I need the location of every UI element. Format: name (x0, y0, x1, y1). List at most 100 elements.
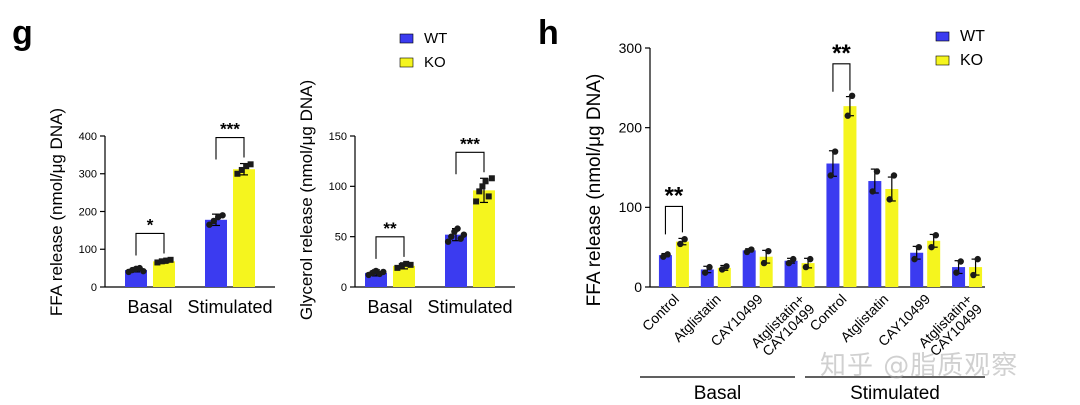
h-data-point (873, 168, 881, 175)
g-right-data-point (485, 193, 492, 200)
h-data-point (970, 271, 977, 279)
g-left-data-point (154, 259, 161, 266)
g-right-legend-swatch-wt (399, 33, 414, 44)
h-significance-label: ** (665, 182, 684, 209)
g-left-bar-ko (153, 261, 175, 287)
g-left-data-point (219, 212, 226, 219)
g-right-data-point (460, 231, 468, 238)
h-data-point (802, 263, 810, 271)
g-right-significance-label: ** (383, 219, 397, 238)
g-right-data-point (479, 183, 486, 190)
h-data-point (953, 269, 960, 276)
g-left-y-axis-title: FFA release (nmol/μg DNA) (47, 108, 66, 316)
g-left-data-point (210, 217, 217, 225)
g-left-data-point (140, 267, 147, 275)
g-right-data-point (448, 233, 455, 240)
h-legend-label: KO (960, 52, 983, 69)
h-bar-ko (843, 106, 857, 287)
h-bar-ko (717, 267, 731, 287)
g-right-data-point (394, 264, 401, 271)
g-right-legend-label: WT (424, 30, 447, 47)
h-bar-wt (658, 255, 672, 287)
g-right-data-point (454, 225, 461, 232)
panel-label-h: h (538, 14, 559, 52)
h-data-point (886, 196, 893, 203)
g-right-x-tick-label: Basal (367, 297, 412, 317)
g-left-bar-wt (205, 219, 227, 287)
g-right-data-point (403, 260, 410, 267)
h-bar-ko (885, 189, 899, 287)
h-bar-wt (868, 181, 882, 287)
g-left-y-tick-label: 400 (79, 131, 97, 143)
g-left-data-point (243, 163, 250, 170)
g-left-data-point (206, 221, 213, 228)
chart-ffa-release-g: 0 100 200 300 400 FFA release (nmol/μg DNA) Ba… (47, 108, 275, 317)
h-y-tick-label: 100 (619, 199, 643, 215)
h-legend-swatch-ko (935, 55, 950, 66)
g-left-data-point (163, 257, 170, 264)
g-right-legend-swatch-ko (399, 57, 414, 68)
g-left-significance-label: * (147, 215, 154, 234)
h-group-label: Stimulated (850, 383, 940, 404)
g-right-data-point (482, 178, 489, 185)
h-y-tick-label: 0 (634, 279, 642, 295)
g-right-significance-bracket (455, 151, 485, 175)
h-data-point (890, 172, 898, 179)
h-data-point (831, 148, 839, 155)
h-data-point (701, 269, 709, 276)
g-right-data-point (473, 198, 480, 205)
g-left-data-point (247, 161, 254, 168)
watermark: 知乎 @脂质观察 (820, 351, 1019, 381)
h-data-point (664, 251, 671, 258)
g-right-y-tick-label: 150 (329, 131, 347, 143)
g-left-significance-bracket (215, 137, 245, 160)
g-right-y-axis-title: Glycerol release (nmol/μg DNA) (297, 80, 316, 320)
g-right-bar-wt (445, 234, 467, 287)
h-data-point (677, 240, 684, 248)
g-right-data-point (444, 238, 452, 245)
g-left-y-tick-label: 0 (91, 282, 97, 294)
h-data-point (723, 263, 730, 270)
h-data-point (760, 259, 768, 267)
h-data-point (848, 92, 856, 100)
g-right-y-tick-label: 0 (341, 282, 347, 294)
h-data-point (911, 255, 918, 263)
g-right-data-point (476, 188, 483, 195)
h-bar-ko (675, 241, 689, 287)
g-left-y-tick-label: 200 (79, 206, 97, 218)
g-right-y-tick-label: 100 (329, 181, 347, 193)
h-data-point (844, 112, 851, 119)
h-data-point (974, 255, 981, 263)
g-right-data-point (488, 175, 495, 182)
g-left-y-tick-label: 100 (79, 244, 97, 256)
g-left-significance-bracket (135, 232, 165, 256)
h-data-point (765, 247, 772, 255)
g-right-y-tick-label: 50 (335, 232, 347, 244)
g-left-bar-ko (233, 169, 255, 287)
g-left-significance-label: *** (220, 120, 240, 139)
g-right-x-tick-label: Stimulated (427, 297, 512, 317)
g-left-data-point (158, 258, 165, 265)
h-data-point (932, 232, 940, 239)
h-data-point (748, 246, 755, 253)
h-group-label: Basal (694, 383, 742, 404)
h-bar-ko (927, 240, 941, 287)
g-left-x-tick-label: Stimulated (187, 297, 272, 317)
h-y-tick-label: 300 (619, 40, 643, 56)
h-bar-wt (742, 250, 756, 287)
g-right-bar-ko (473, 190, 495, 287)
g-left-x-tick-label: Basal (127, 297, 172, 317)
g-left-data-point (234, 170, 241, 177)
h-significance-bracket (832, 63, 851, 92)
h-data-point (807, 255, 814, 263)
h-data-point (915, 243, 923, 251)
h-data-point (869, 188, 876, 195)
g-right-significance-label: *** (460, 134, 480, 153)
h-legend-swatch-wt (935, 31, 950, 42)
g-right-data-point (398, 262, 405, 269)
h-data-point (706, 263, 713, 271)
g-right-data-point (380, 268, 387, 276)
h-data-point (957, 258, 964, 265)
g-right-legend-label: KO (424, 54, 446, 71)
